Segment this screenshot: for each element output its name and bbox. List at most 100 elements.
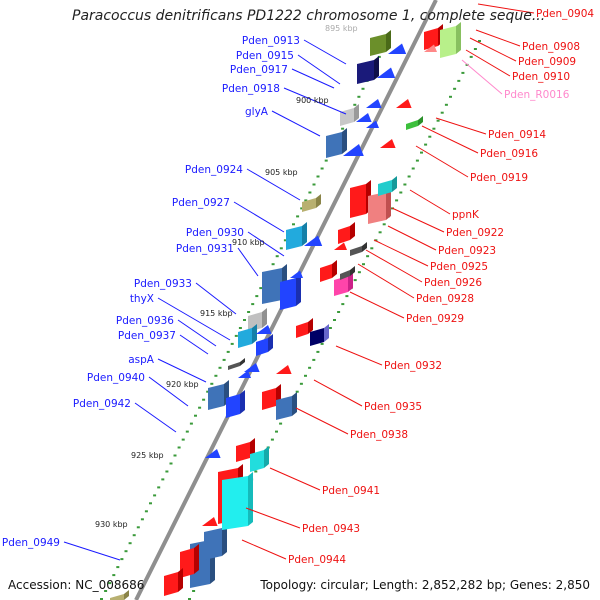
scale-label: 925 kbp	[131, 451, 164, 460]
gene-side	[392, 176, 397, 192]
tick-dot	[453, 87, 457, 90]
tick-dot	[192, 590, 196, 592]
gene-label: Pden_0926	[424, 277, 482, 289]
gene-body	[340, 270, 350, 280]
tick-dot	[238, 327, 242, 329]
gene-feature	[222, 472, 253, 530]
gene-body	[338, 226, 350, 244]
gene-side	[124, 590, 129, 600]
gene-body	[256, 338, 268, 356]
tick-dot	[165, 470, 169, 473]
gene-body	[326, 132, 342, 158]
gene-label: Pden_0909	[518, 56, 576, 68]
connector-line	[475, 29, 521, 47]
gene-label: aspA	[128, 354, 155, 366]
tick-dot	[362, 263, 365, 266]
gene-feature	[205, 449, 221, 458]
gene-body	[302, 198, 316, 212]
tick-dot	[395, 199, 399, 202]
tick-dot	[251, 303, 255, 306]
gene-label: Pden_0910	[512, 71, 570, 83]
tick-dot	[473, 48, 477, 50]
tick-dot	[218, 366, 222, 369]
gene-label: Pden_R0016	[504, 89, 570, 101]
gene-feature	[406, 116, 423, 130]
gene-feature	[296, 318, 313, 338]
tick-dot	[337, 311, 341, 313]
tick-dot	[320, 167, 324, 170]
gene-side	[308, 318, 313, 334]
connector-line	[365, 249, 423, 283]
gene-label: Pden_0924	[185, 164, 243, 176]
connector-line	[303, 39, 347, 65]
gene-label: Pden_0925	[430, 261, 488, 273]
connector-line	[157, 297, 231, 341]
gene-label: Pden_0937	[118, 330, 176, 342]
gene-body	[310, 328, 324, 346]
gene-side	[348, 272, 353, 292]
gene-body	[320, 264, 332, 282]
tick-dot	[169, 462, 173, 465]
tick-dot	[116, 566, 120, 569]
scale-label: 905 kbp	[265, 168, 298, 177]
gene-feature	[357, 56, 379, 84]
tick-dot	[320, 342, 324, 345]
tick-dot	[173, 454, 177, 457]
tick-dot	[136, 526, 140, 529]
gene-feature	[366, 120, 379, 128]
tick-dot	[185, 430, 189, 433]
gene-side	[362, 242, 367, 252]
gene-body	[370, 34, 386, 56]
tick-dot	[411, 167, 415, 170]
connector-line	[271, 110, 321, 137]
connector-line	[435, 117, 487, 135]
tick-dot	[353, 103, 357, 106]
tick-dot	[324, 159, 328, 162]
gene-feature	[370, 30, 391, 56]
gene-feature	[334, 272, 353, 296]
gene-side	[262, 308, 267, 328]
gene-feature	[290, 270, 303, 278]
tick-dot	[378, 231, 382, 234]
gene-body	[236, 442, 250, 462]
gene-feature	[326, 128, 347, 158]
tick-dot	[308, 366, 312, 369]
tick-dot	[112, 574, 116, 577]
gene-body	[378, 180, 392, 196]
gene-body	[357, 60, 374, 84]
connector-line	[157, 358, 207, 383]
gene-feature	[244, 363, 260, 372]
connector-line	[421, 125, 479, 154]
gene-side	[252, 324, 257, 344]
tick-dot	[259, 287, 263, 290]
gene-label: Pden_0941	[322, 485, 380, 497]
gene-feature	[310, 324, 329, 346]
tick-dot	[478, 40, 481, 42]
gene-label: Pden_0929	[406, 313, 464, 325]
gene-feature	[202, 517, 218, 526]
gene-side	[418, 116, 423, 126]
connector-line	[297, 54, 341, 85]
connector-line	[409, 189, 451, 215]
gene-feature	[276, 392, 297, 420]
connector-line	[461, 59, 503, 95]
scale-label: 910 kbp	[232, 238, 265, 247]
connector-line	[269, 467, 321, 491]
gene-feature	[380, 139, 396, 148]
tick-dot	[210, 382, 214, 385]
tick-dot	[181, 438, 185, 441]
tick-dot	[222, 358, 226, 361]
tick-dot	[206, 390, 210, 393]
gene-side	[296, 274, 301, 306]
tick-dot	[316, 350, 320, 353]
tick-dot	[308, 191, 312, 194]
gene-side	[350, 266, 355, 276]
gene-body	[208, 384, 224, 410]
gene-feature	[388, 43, 407, 54]
gene-label: Pden_0935	[364, 401, 422, 413]
accession-label: Accession: NC_008686	[8, 578, 145, 592]
gene-feature	[302, 194, 321, 212]
tick-dot	[469, 55, 473, 58]
gene-side	[324, 324, 329, 342]
